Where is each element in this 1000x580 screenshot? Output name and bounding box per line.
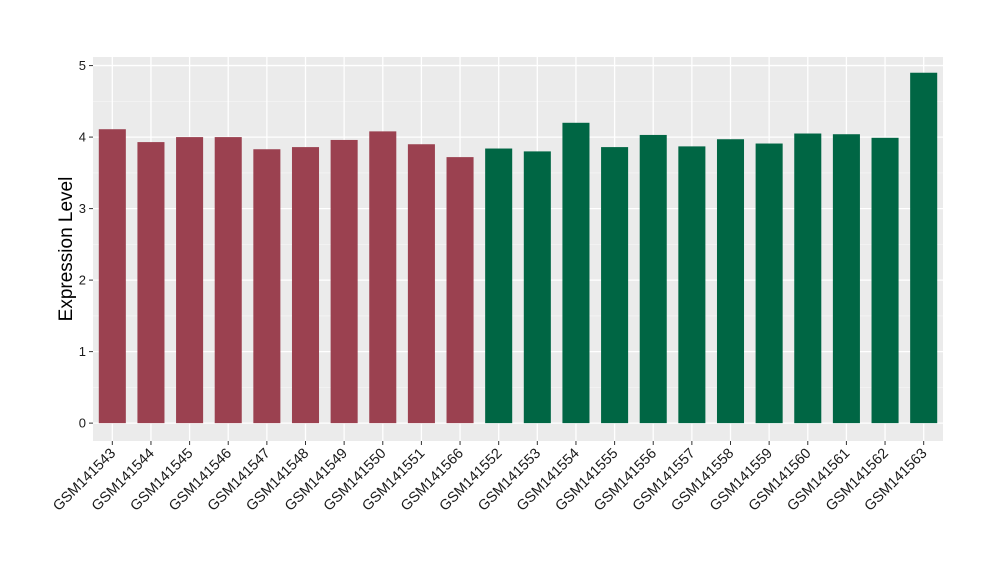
y-tick-label: 1 <box>79 344 86 359</box>
bar-gsm141556 <box>639 134 667 424</box>
y-tick-label: 2 <box>79 273 86 288</box>
bar-gsm141547 <box>253 149 281 424</box>
bar-gsm141544 <box>137 142 165 424</box>
bar-gsm141557 <box>678 146 706 424</box>
bar-gsm141551 <box>407 144 435 424</box>
bar-gsm141548 <box>291 147 320 424</box>
bar-gsm141543 <box>98 129 126 424</box>
y-tick-label: 0 <box>79 416 86 431</box>
bar-gsm141553 <box>523 151 551 424</box>
bar-gsm141562 <box>871 137 899 424</box>
bar-gsm141559 <box>755 143 783 424</box>
bar-gsm141561 <box>832 134 860 424</box>
bar-gsm141555 <box>601 147 629 424</box>
y-axis-title: Expression Level <box>56 177 77 322</box>
bar-gsm141554 <box>562 122 590 424</box>
bar-gsm141546 <box>214 137 242 424</box>
bar-gsm141563 <box>910 72 938 424</box>
y-axis: 0 1 2 3 4 5 <box>79 58 93 431</box>
x-axis: GSM141543GSM141544GSM141545GSM141546GSM1… <box>50 441 931 514</box>
y-tick-label: 4 <box>79 130 86 145</box>
bars <box>98 72 938 424</box>
bar-gsm141549 <box>330 139 358 424</box>
bar-gsm141566 <box>446 157 474 424</box>
bar-gsm141552 <box>485 148 513 424</box>
y-tick-label: 5 <box>79 58 86 73</box>
y-tick-label: 3 <box>79 201 86 216</box>
bar-gsm141560 <box>794 133 822 424</box>
bar-gsm141545 <box>176 137 204 424</box>
bar-gsm141558 <box>716 139 745 424</box>
bar-gsm141550 <box>369 131 397 424</box>
